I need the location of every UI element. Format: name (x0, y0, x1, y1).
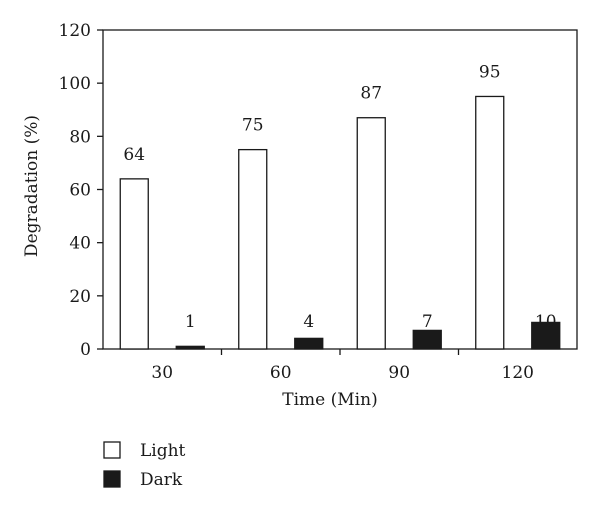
x-tick-label: 60 (270, 363, 292, 383)
y-tick-label: 20 (69, 287, 91, 307)
y-axis: 0 20 40 60 80 100 120 (59, 21, 103, 360)
bar-dark (531, 321, 561, 350)
bar-dark (175, 345, 205, 350)
bar-light (475, 95, 505, 350)
y-tick-label: 80 (69, 127, 91, 147)
x-tick-label: 90 (388, 363, 410, 383)
bar-light (119, 178, 149, 350)
data-label-light: 75 (242, 116, 264, 136)
x-axis-title: Time (Min) (282, 390, 377, 410)
plot-frame (102, 29, 578, 350)
data-label-dark: 4 (303, 312, 314, 332)
legend-label-light: Light (140, 441, 186, 461)
bar-light (238, 148, 268, 350)
y-tick-label: 0 (80, 340, 91, 360)
data-label-dark: 1 (185, 312, 196, 332)
data-label-dark: 10 (535, 312, 557, 332)
x-axis: 30 60 90 120 (151, 349, 534, 383)
y-tick-label: 60 (69, 181, 91, 201)
legend-swatch-dark (103, 470, 121, 488)
plot-border (102, 29, 578, 350)
data-label-light: 87 (360, 84, 382, 104)
data-labels: 64 75 87 95 1 4 7 10 (123, 62, 556, 332)
y-axis-title: Degradation (%) (22, 115, 42, 257)
data-label-light: 64 (123, 145, 145, 165)
bar-dark (412, 329, 442, 350)
x-tick-label: 30 (151, 363, 173, 383)
bar-light (356, 117, 386, 350)
legend-label-dark: Dark (140, 470, 183, 490)
data-label-light: 95 (479, 62, 501, 82)
bar-dark (294, 337, 324, 350)
data-label-dark: 7 (422, 312, 433, 332)
legend: Light Dark (103, 441, 186, 490)
x-tick-label: 120 (502, 363, 534, 383)
legend-swatch-light (103, 441, 121, 459)
y-tick-label: 100 (59, 74, 91, 94)
bars (119, 95, 561, 350)
y-tick-label: 40 (69, 234, 91, 254)
y-tick-label: 120 (59, 21, 91, 41)
